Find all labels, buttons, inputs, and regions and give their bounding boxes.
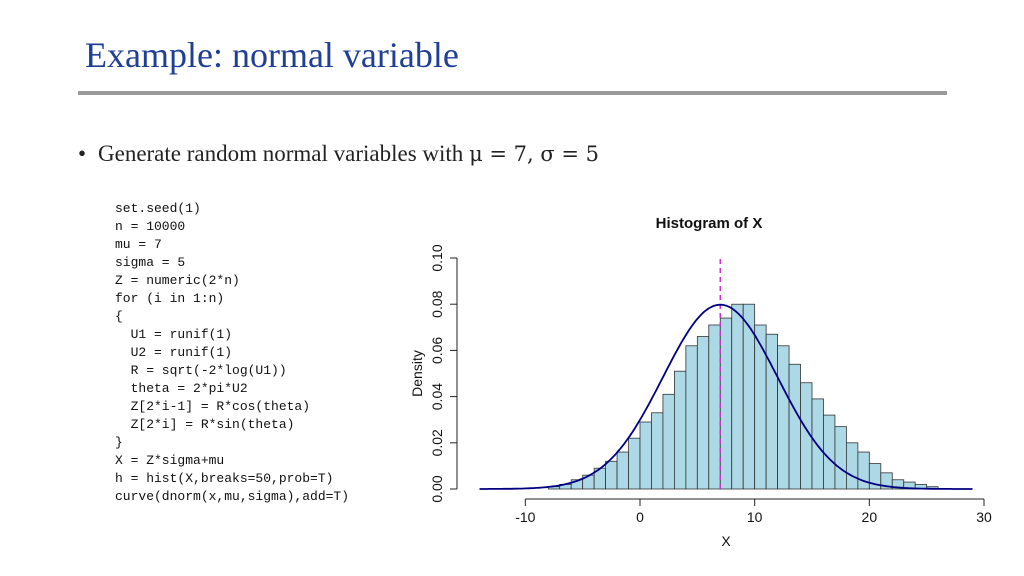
code-line: { — [115, 309, 123, 324]
x-tick-label: -10 — [515, 509, 535, 525]
code-line: mu = 7 — [115, 237, 162, 252]
chart-title: Histogram of X — [656, 215, 763, 232]
y-tick-label: 0.06 — [429, 337, 445, 364]
histogram-bar — [605, 460, 618, 490]
histogram-bar — [788, 363, 801, 490]
histogram-chart: Histogram of X -10 0 10 20 30 X 0.00 0.02 0.04 0.0… — [409, 215, 992, 549]
code-line: } — [115, 435, 123, 450]
bullet-symbol: • — [78, 141, 87, 166]
histogram-bar — [834, 426, 847, 490]
code-line: sigma = 5 — [115, 255, 186, 270]
code-line: for (i in 1:n) — [115, 291, 225, 306]
code-line: U2 = runif(1) — [115, 345, 233, 360]
y-tick-label: 0.10 — [429, 244, 445, 271]
slide-title: Example: normal variable — [85, 35, 459, 75]
histogram-bar — [857, 451, 870, 490]
histogram-bar — [731, 303, 744, 490]
histogram-bar — [823, 414, 836, 490]
histogram-bar — [639, 421, 652, 490]
histogram-bar — [719, 317, 733, 490]
histogram-bar — [685, 345, 698, 490]
code-line: set.seed(1) — [115, 201, 201, 216]
histogram-bar — [651, 412, 664, 490]
code-line: U1 = runif(1) — [115, 327, 233, 342]
code-line: curve(dnorm(x,mu,sigma),add=T) — [115, 489, 350, 504]
histogram-bar — [662, 393, 675, 490]
histogram-bar — [754, 324, 767, 490]
y-tick-label: 0.00 — [429, 475, 445, 502]
bullet-math: μ = 7, σ = 5 — [469, 142, 600, 166]
bullet-item: • Generate random normal variables with μ… — [78, 141, 599, 167]
x-tick-label: 10 — [747, 509, 763, 525]
code-line: h = hist(X,breaks=50,prob=T) — [115, 471, 334, 486]
code-line: Z[2*i-1] = R*cos(theta) — [115, 399, 311, 414]
histogram-bar — [696, 336, 710, 490]
histogram-bar — [628, 437, 641, 490]
code-line: Z = numeric(2*n) — [115, 273, 240, 288]
histogram-bar — [811, 398, 824, 490]
bullet-text: Generate random normal variables with — [98, 141, 470, 166]
y-axis-label: Density — [409, 350, 425, 397]
histogram-bar — [673, 370, 687, 490]
x-tick-label: 0 — [636, 509, 644, 525]
x-tick-label: 20 — [862, 509, 878, 525]
x-axis-label: X — [721, 533, 731, 549]
y-tick-label: 0.08 — [429, 290, 445, 317]
histogram-bar — [616, 451, 629, 490]
code-line: n = 10000 — [115, 219, 186, 234]
histogram-bar — [777, 345, 790, 490]
title-divider — [78, 91, 947, 95]
code-line: R = sqrt(-2*log(U1)) — [115, 363, 287, 378]
code-line: Z[2*i] = R*sin(theta) — [115, 417, 295, 432]
histogram-bar — [708, 324, 721, 490]
y-tick-label: 0.04 — [429, 383, 445, 410]
code-line: X = Z*sigma+mu — [115, 453, 225, 468]
density-curve — [479, 303, 973, 490]
histogram-bar — [845, 442, 859, 490]
code-line: theta = 2*pi*U2 — [115, 381, 248, 396]
x-tick-label: 30 — [976, 509, 992, 525]
code-block: set.seed(1) n = 10000 mu = 7 sigma = 5 Z = n… — [115, 200, 349, 506]
y-tick-label: 0.02 — [429, 429, 445, 456]
